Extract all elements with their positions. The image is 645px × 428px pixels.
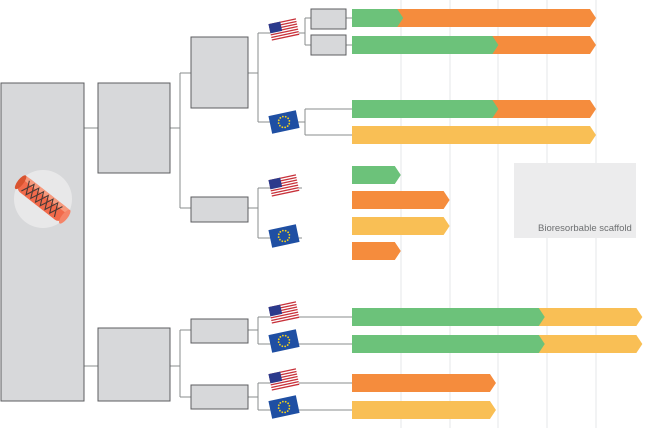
connector bbox=[248, 316, 352, 345]
connector bbox=[346, 17, 352, 46]
bar-segment-orange bbox=[352, 9, 596, 27]
us-flag-icon bbox=[268, 174, 300, 198]
bar-row bbox=[352, 308, 643, 326]
bar-segment-green bbox=[352, 166, 401, 184]
stent-icon bbox=[14, 170, 72, 228]
bar-segment-yellow bbox=[352, 401, 496, 419]
us-flag-icon bbox=[268, 301, 300, 325]
root-box bbox=[0, 82, 85, 402]
legend-swatch bbox=[514, 163, 636, 238]
bar-segment-green bbox=[352, 308, 545, 326]
eu-flag-icon bbox=[268, 329, 300, 353]
connector-lines bbox=[84, 17, 352, 411]
level2-box-b bbox=[190, 196, 249, 223]
bar-segment-orange bbox=[352, 242, 401, 260]
bar-row bbox=[352, 335, 643, 353]
bar-segment-green bbox=[352, 9, 404, 27]
us-flag-icon bbox=[268, 18, 300, 42]
bar-row bbox=[352, 9, 596, 27]
level2-box-c bbox=[190, 318, 249, 344]
level2-box-d bbox=[190, 384, 249, 410]
flag-icons bbox=[268, 18, 300, 419]
bar-segment-orange bbox=[352, 374, 496, 392]
level3-box-a2 bbox=[310, 34, 347, 56]
us-flag-icon bbox=[268, 368, 300, 392]
bar-segment-orange bbox=[352, 191, 450, 209]
eu-flag-icon bbox=[268, 224, 300, 248]
bar-row bbox=[352, 217, 450, 235]
eu-flag-icon bbox=[268, 110, 300, 134]
bar-row bbox=[352, 36, 596, 54]
bar-segment-yellow bbox=[352, 126, 596, 144]
bar-row bbox=[352, 374, 496, 392]
bar-row bbox=[352, 126, 596, 144]
connector bbox=[300, 108, 352, 136]
bar-segment-yellow bbox=[352, 217, 450, 235]
bar-row bbox=[352, 242, 401, 260]
level3-box-a1 bbox=[310, 8, 347, 30]
bar-rows bbox=[352, 9, 643, 419]
connector bbox=[170, 72, 191, 209]
bar-segment-green bbox=[352, 335, 545, 353]
bar-segment-green bbox=[352, 100, 499, 118]
connector bbox=[170, 329, 191, 398]
legend-label: Bioresorbable scaffold bbox=[538, 223, 632, 234]
bar-row bbox=[352, 191, 450, 209]
connector bbox=[300, 17, 311, 46]
level1-box-bottom bbox=[97, 327, 171, 402]
level1-box-top bbox=[97, 82, 171, 174]
connector bbox=[248, 382, 352, 411]
connector bbox=[248, 32, 300, 123]
legend: Bioresorbable scaffold bbox=[514, 163, 636, 238]
bar-row bbox=[352, 166, 401, 184]
connector bbox=[248, 187, 302, 239]
level2-box-a bbox=[190, 36, 249, 109]
bar-row bbox=[352, 100, 596, 118]
bar-row bbox=[352, 401, 496, 419]
eu-flag-icon bbox=[268, 395, 300, 419]
bar-segment-green bbox=[352, 36, 499, 54]
tree-boxes bbox=[0, 8, 347, 410]
